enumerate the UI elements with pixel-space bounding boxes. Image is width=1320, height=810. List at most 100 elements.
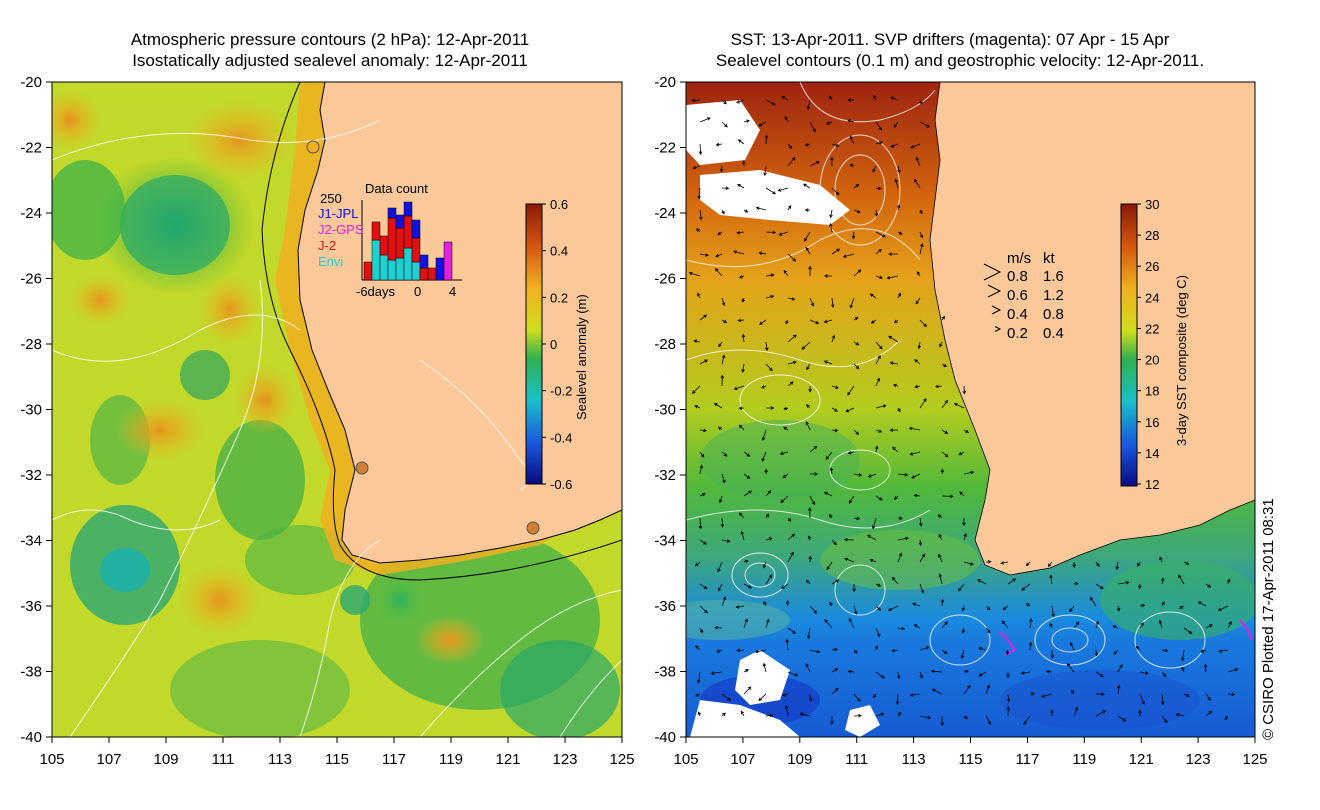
velocity-vector bbox=[1205, 583, 1212, 588]
velocity-vector bbox=[853, 713, 862, 718]
drifter-track[interactable] bbox=[1239, 619, 1253, 641]
velocity-vector bbox=[699, 464, 703, 475]
velocity-vector bbox=[830, 156, 834, 167]
velocity-vector bbox=[737, 139, 745, 145]
velocity-vector bbox=[842, 253, 855, 258]
velocity-vector bbox=[718, 583, 723, 592]
geostrophic-velocity-vectors bbox=[688, 94, 1239, 727]
tide-gauge-marker[interactable] bbox=[526, 521, 540, 535]
velocity-vector bbox=[1183, 627, 1193, 634]
left-xtick-label: 119 bbox=[439, 751, 463, 768]
left-xtick-label: 105 bbox=[39, 751, 64, 768]
velocity-vector bbox=[875, 341, 883, 350]
left-ytick-label: -40 bbox=[20, 729, 42, 746]
velocity-vector bbox=[807, 535, 812, 541]
inset-xlabel-0: 0 bbox=[414, 284, 421, 299]
velocity-vector bbox=[962, 385, 967, 395]
velocity-vector bbox=[938, 573, 943, 585]
velocity-vector bbox=[755, 206, 767, 211]
velocity-vector bbox=[1072, 561, 1076, 569]
velocity-vector bbox=[875, 121, 882, 131]
velocity-vector bbox=[808, 385, 812, 393]
velocity-vector bbox=[787, 143, 793, 149]
velocity-vector bbox=[737, 318, 745, 323]
velocity-vector bbox=[831, 647, 839, 652]
velocity-vector bbox=[717, 561, 723, 573]
velocity-vector bbox=[912, 602, 921, 607]
velocity-vector bbox=[940, 715, 944, 727]
velocity-vector bbox=[1138, 583, 1142, 590]
right-ytick-label: -32 bbox=[654, 467, 676, 484]
velocity-vector bbox=[897, 231, 903, 235]
velocity-vector bbox=[721, 539, 731, 543]
velocity-vector bbox=[758, 121, 767, 127]
velocity-vector bbox=[830, 297, 835, 308]
velocity-vector bbox=[809, 297, 815, 307]
velocity-vector bbox=[809, 161, 820, 167]
velocity-vector bbox=[875, 275, 883, 279]
velocity-vector bbox=[847, 98, 855, 102]
velocity-vector bbox=[784, 704, 789, 717]
tide-gauge-marker[interactable] bbox=[306, 140, 320, 154]
velocity-vector bbox=[765, 187, 777, 195]
velocity-vector bbox=[738, 424, 745, 431]
velocity-vector bbox=[867, 473, 877, 478]
velocity-legend-arrow bbox=[987, 284, 1002, 298]
sla-colorbar-tick-label: 0 bbox=[550, 337, 557, 352]
sla-colorbar-tick-label: -0.4 bbox=[550, 430, 572, 445]
right-xtick-label: 117 bbox=[1015, 751, 1039, 768]
velocity-vector bbox=[806, 99, 811, 111]
velocity-vector bbox=[985, 684, 991, 695]
velocity-vector bbox=[1073, 621, 1080, 629]
velocity-vector bbox=[721, 354, 726, 365]
data-count-inset: 250 Data count J1-JPL J2 bbox=[318, 181, 462, 299]
velocity-vector bbox=[743, 209, 749, 213]
velocity-vector bbox=[808, 555, 812, 563]
velocity-vector bbox=[809, 445, 818, 453]
velocity-vector bbox=[1025, 561, 1031, 567]
velocity-vector bbox=[1006, 706, 1010, 717]
velocity-vector bbox=[1178, 574, 1185, 585]
velocity-vector bbox=[1000, 561, 1009, 565]
velocity-vector bbox=[699, 451, 705, 458]
velocity-vector bbox=[893, 495, 899, 500]
velocity-vector bbox=[758, 693, 767, 701]
left-ytick-label: -36 bbox=[20, 598, 42, 615]
sst-colorbar-tick-label: 26 bbox=[1145, 259, 1159, 274]
sst-colorbar-tick-label: 20 bbox=[1145, 353, 1159, 368]
drifter-track[interactable] bbox=[999, 631, 1017, 656]
right-xtick-label: 125 bbox=[1242, 751, 1267, 768]
velocity-vector bbox=[851, 231, 856, 240]
velocity-legend-kt: 1.6 bbox=[1043, 268, 1064, 285]
velocity-vector bbox=[808, 265, 812, 276]
sst-colorbar-tick-label: 18 bbox=[1145, 384, 1159, 399]
velocity-vector bbox=[938, 533, 943, 541]
velocity-vector bbox=[765, 713, 774, 718]
velocity-vector bbox=[853, 363, 860, 370]
velocity-vector bbox=[919, 231, 924, 239]
velocity-vector bbox=[963, 533, 967, 541]
velocity-vector bbox=[870, 319, 877, 324]
right-xtick-label: 115 bbox=[959, 751, 983, 768]
tide-gauge-marker[interactable] bbox=[355, 461, 369, 475]
velocity-vector bbox=[759, 319, 767, 325]
right-xtick-label: 119 bbox=[1072, 751, 1096, 768]
velocity-legend: m/s kt 0.8 1.6 0.6 1.2 0.4 0.8 0.2 0.4 bbox=[983, 250, 1064, 342]
right-title-line2: Sealevel contours (0.1 m) and geostrophi… bbox=[715, 51, 1205, 70]
velocity-vector bbox=[874, 209, 879, 217]
velocity-vector bbox=[960, 649, 965, 659]
left-xtick-label: 123 bbox=[552, 751, 577, 768]
velocity-vector bbox=[1028, 641, 1033, 651]
velocity-vector bbox=[962, 517, 966, 527]
velocity-vector bbox=[695, 693, 701, 697]
velocity-vector bbox=[699, 493, 706, 497]
velocity-vector bbox=[896, 204, 901, 211]
velocity-vector bbox=[688, 271, 701, 277]
velocity-vector bbox=[761, 429, 767, 441]
velocity-vector bbox=[720, 517, 725, 528]
velocity-vector bbox=[1029, 692, 1035, 696]
velocity-vector bbox=[1161, 715, 1168, 724]
sst-colorbar-tick-label: 22 bbox=[1145, 321, 1159, 336]
velocity-vector bbox=[743, 669, 749, 673]
velocity-vector bbox=[938, 553, 943, 563]
